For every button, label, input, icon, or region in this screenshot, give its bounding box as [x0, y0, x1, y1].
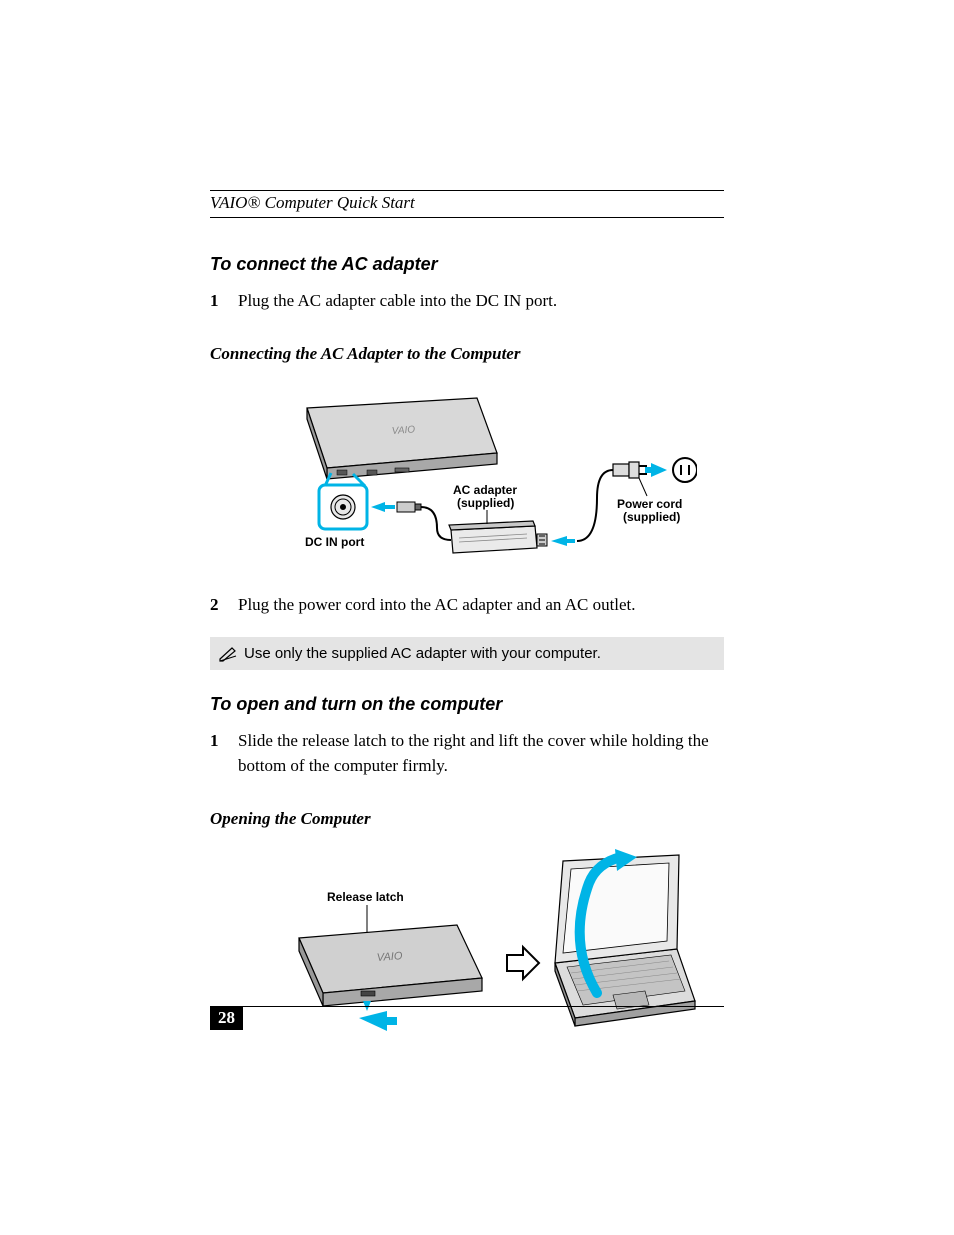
page-footer: 28 [210, 1006, 724, 1030]
label-power-cord: Power cord [617, 497, 682, 511]
heading-connect-adapter: To connect the AC adapter [210, 254, 724, 275]
running-header: VAIO® Computer Quick Start [210, 190, 724, 218]
figure-ac-adapter: VAIO DC IN port [210, 378, 724, 573]
heading-open-computer: To open and turn on the computer [210, 694, 724, 715]
svg-text:VAIO: VAIO [391, 424, 415, 437]
step-number: 1 [210, 289, 238, 314]
step-1-connect: 1 Plug the AC adapter cable into the DC … [210, 289, 724, 314]
note-text: Use only the supplied AC adapter with yo… [244, 645, 601, 662]
figure-title-opening: Opening the Computer [210, 809, 724, 829]
label-ac-adapter: AC adapter [453, 483, 517, 497]
page-number: 28 [210, 1006, 243, 1030]
svg-text:VAIO: VAIO [376, 950, 403, 964]
pencil-note-icon [218, 646, 238, 662]
step-text: Plug the power cord into the AC adapter … [238, 593, 724, 618]
step-text: Plug the AC adapter cable into the DC IN… [238, 289, 724, 314]
label-power-cord-supplied: (supplied) [623, 510, 680, 524]
step-number: 1 [210, 729, 238, 754]
step-number: 2 [210, 593, 238, 618]
page: VAIO® Computer Quick Start To connect th… [0, 0, 954, 1235]
step-2-connect: 2 Plug the power cord into the AC adapte… [210, 593, 724, 618]
arrow-right-icon [507, 947, 539, 979]
step-text: Slide the release latch to the right and… [238, 729, 724, 778]
step-1-open: 1 Slide the release latch to the right a… [210, 729, 724, 778]
note-box: Use only the supplied AC adapter with yo… [210, 637, 724, 670]
label-dc-in: DC IN port [305, 535, 364, 549]
label-release-latch: Release latch [327, 890, 404, 904]
figure-title-adapter: Connecting the AC Adapter to the Compute… [210, 344, 724, 364]
label-ac-adapter-supplied: (supplied) [457, 496, 514, 510]
